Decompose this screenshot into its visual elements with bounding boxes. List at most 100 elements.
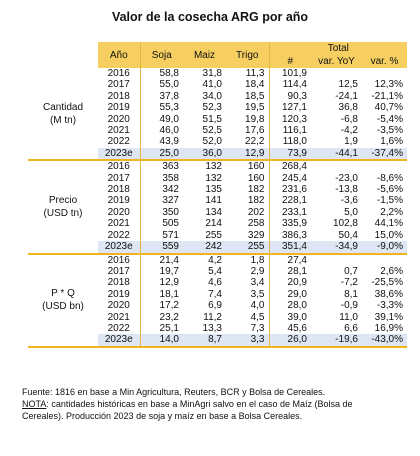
header-row-top: Año Soja Maiz Trigo Total [28, 42, 407, 68]
cell-yoy [311, 254, 362, 266]
table-row: 2019 327 141 182 228,1 -3,6 -1,5% [28, 195, 407, 207]
cell-maiz: 13,3 [202, 322, 222, 334]
cell-pct: 44,1% [374, 218, 403, 230]
harvest-value-table: Año Soja Maiz Trigo Total # var. YoY var… [28, 42, 407, 348]
table-row: 2022 25,1 13,3 7,3 45,6 6,6 16,9% [28, 322, 407, 335]
cell-pct [362, 68, 407, 79]
header-yoy: var. YoY [311, 55, 362, 68]
cell-yoy: 8,1 [344, 288, 358, 300]
cell-trigo: 18,4 [245, 79, 265, 91]
cell-soja: 358 [139, 172, 183, 185]
cell-year: 2017 [107, 79, 130, 91]
cell-soja: 25,1 [139, 322, 183, 335]
cell-total: 39,0 [268, 311, 311, 323]
cell-trigo: 258 [247, 218, 265, 230]
header-row-bottom: # var. YoY var. % [28, 55, 407, 68]
cell-pct: -9,0% [362, 241, 407, 255]
cell-soja: 43,9 [139, 136, 183, 148]
header-pct: var. % [362, 55, 407, 68]
section-label-line1: Precio [48, 194, 78, 206]
cell-total: 101,9 [268, 68, 311, 80]
cell-soja: 18,1 [139, 288, 183, 301]
cell-soja: 46,0 [139, 125, 183, 137]
table-row: 2020 350 134 202 233,1 5,0 2,2% [28, 206, 407, 219]
cell-maiz: 6,9 [208, 300, 222, 312]
cell-year: 2020 [107, 300, 130, 312]
table-row: 2023e 559 242 255 351,4 -34,9 -9,0% [28, 241, 407, 255]
cell-maiz: 7,4 [208, 288, 222, 300]
cell-total: 116,1 [268, 125, 311, 137]
cell-maiz: 31,8 [202, 68, 222, 79]
table-row: 2021 46,0 52,5 17,6 116,1 -4,2 -3,5% [28, 125, 407, 137]
section-label: Cantidad (M tn) [28, 68, 98, 162]
cell-yoy: 1,9 [344, 136, 358, 148]
cell-maiz: 36,0 [183, 147, 226, 162]
table-row: 2019 18,1 7,4 3,5 29,0 8,1 38,6% [28, 288, 407, 301]
cell-year: 2018 [107, 184, 130, 196]
cell-trigo: 3,4 [250, 277, 265, 289]
cell-trigo: 18,5 [245, 90, 265, 102]
cell-pct: 40,7% [374, 102, 403, 114]
cell-year: 2019 [107, 102, 130, 114]
cell-year: 2017 [107, 265, 130, 277]
cell-pct: -3,5% [376, 125, 403, 137]
cell-maiz: 132 [205, 161, 222, 173]
cell-year: 2023e [98, 334, 140, 348]
header-trigo: Trigo [226, 42, 269, 68]
cell-trigo: 3,3 [226, 334, 269, 348]
cell-soja: 49,0 [139, 113, 183, 126]
cell-trigo: 17,6 [245, 125, 265, 137]
cell-pct: -3,3% [376, 300, 403, 312]
table-row: 2023e 25,0 36,0 12,9 73,9 -44,1 -37,4% [28, 147, 407, 162]
cell-soja: 12,9 [139, 277, 183, 289]
cell-year: 2020 [107, 206, 130, 218]
footnote-source: Fuente: 1816 en base a Min Agricultura, … [22, 387, 326, 397]
cell-total: 233,1 [268, 206, 311, 219]
cell-yoy: -0,9 [340, 300, 358, 312]
cell-total: 90,3 [268, 90, 311, 103]
cell-trigo: 3,5 [250, 288, 265, 300]
table-row: 2018 37,8 34,0 18,5 90,3 -24,1 -21,1% [28, 90, 407, 103]
cell-pct: -8,6% [376, 172, 403, 184]
cell-soja: 327 [139, 195, 183, 207]
cell-yoy: 5,0 [344, 206, 358, 218]
cell-yoy [311, 68, 362, 79]
footnote-note: NOTA: cantidades históricas en base a Mi… [22, 398, 412, 410]
table-row: 2022 571 255 329 386,3 50,4 15,0% [28, 229, 407, 242]
cell-year: 2021 [107, 125, 130, 137]
cell-trigo: 329 [247, 229, 265, 241]
cell-year: 2023e [98, 241, 140, 255]
header-total: Total [268, 42, 407, 55]
table-row: Precio (USD tn) 2016 363 132 160 268,4 [28, 160, 407, 255]
cell-trigo: 19,5 [245, 102, 265, 114]
cell-total: 386,3 [268, 229, 311, 242]
cell-maiz: 11,2 [203, 311, 222, 323]
cell-year: 2021 [107, 218, 130, 230]
cell-soja: 571 [139, 229, 183, 242]
table-row: 2018 12,9 4,6 3,4 20,9 -7,2 -25,5% [28, 277, 407, 289]
cell-year: 2018 [107, 90, 130, 102]
cell-total: 245,4 [268, 172, 311, 185]
section-label: P * Q (USD bn) [28, 253, 98, 348]
cell-pct: 16,9% [374, 322, 403, 334]
cell-pct: 2,6% [380, 265, 403, 277]
cell-yoy [311, 160, 362, 172]
header-blank-cell [28, 42, 98, 68]
cell-maiz: 255 [205, 229, 222, 241]
section-label-line1: Cantidad [42, 101, 84, 113]
cell-yoy: 11,0 [339, 311, 358, 323]
cell-maiz: 214 [205, 218, 222, 230]
cell-soja: 21,4 [139, 253, 183, 266]
cell-trigo: 182 [247, 195, 265, 207]
cell-pct [362, 254, 407, 266]
cell-trigo: 1,8 [250, 254, 265, 266]
cell-yoy: -13,8 [335, 184, 358, 196]
header-year: Año [98, 42, 140, 68]
cell-pct: -5,6% [376, 184, 403, 196]
cell-yoy: 102,8 [332, 218, 358, 230]
cell-trigo: 4,5 [250, 311, 265, 323]
cell-yoy: 50,4 [338, 229, 358, 241]
table-row: 2017 19,7 5,4 2,9 28,1 0,7 2,6% [28, 265, 407, 278]
section-label-line1: P * Q [51, 288, 75, 300]
cell-trigo: 19,8 [245, 113, 265, 125]
